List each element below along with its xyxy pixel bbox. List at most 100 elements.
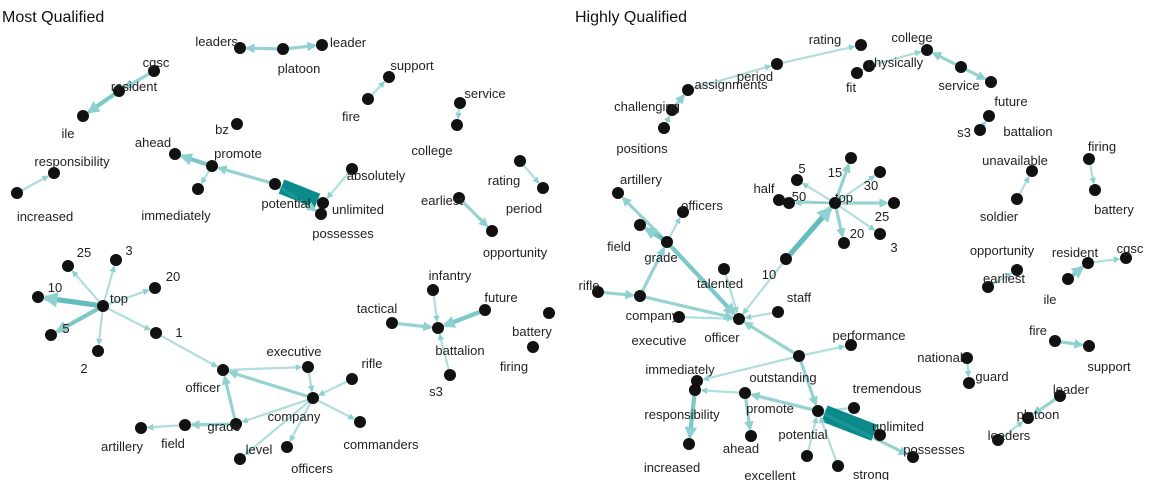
edge-assignments-period <box>693 64 772 90</box>
node-dot <box>739 387 751 399</box>
node-increased: increased <box>644 438 700 475</box>
edge-absolutely-unlimited <box>326 172 349 199</box>
node-period: period <box>506 182 549 216</box>
node-rifle: rifle <box>579 278 604 298</box>
node-label: officer <box>704 330 740 345</box>
node-future: future <box>479 290 518 316</box>
node-dot <box>673 311 685 323</box>
node-unlimited: unlimited <box>317 197 384 217</box>
node-label: 3 <box>125 243 132 258</box>
node-label: company <box>268 409 321 424</box>
node-label: increased <box>644 460 700 475</box>
node-dot <box>527 341 539 353</box>
node-label: tactical <box>357 301 398 316</box>
node-opportunity: opportunity <box>483 225 548 260</box>
node-dot <box>148 65 160 77</box>
node-promote: promote <box>206 146 262 172</box>
node-dot <box>793 350 805 362</box>
edge-increased-responsibility <box>21 175 50 192</box>
node-executive: executive <box>267 344 321 373</box>
node-dot <box>592 286 604 298</box>
node-dot <box>135 422 147 434</box>
node-label: 5 <box>798 161 805 176</box>
node-officer: officer <box>704 313 745 345</box>
node-top: top <box>829 190 853 209</box>
node-responsibility: responsibility <box>34 154 110 179</box>
edge-promote-immediately <box>200 170 210 185</box>
node-battalion: battalion <box>432 322 485 358</box>
node-ile: ile <box>61 110 89 141</box>
node-dot <box>444 369 456 381</box>
node-half: half <box>754 181 785 206</box>
node-label: 10 <box>48 280 62 295</box>
node-infantry: infantry <box>427 268 472 296</box>
node-ile: ile <box>1043 273 1074 307</box>
node-label: half <box>754 181 775 196</box>
node-label: physically <box>867 55 924 70</box>
node-dot <box>234 42 246 54</box>
node-label: immediately <box>141 208 211 223</box>
edge-outstanding-potential <box>799 361 818 407</box>
node-label: potential <box>778 427 827 442</box>
node-dot <box>451 119 463 131</box>
edge-company-officer <box>645 295 735 321</box>
node-label: fire <box>342 109 360 124</box>
edge-company-commanders <box>317 399 355 420</box>
node-dot <box>269 178 281 190</box>
node-s3: s3 <box>429 369 456 399</box>
node-dot <box>432 322 444 334</box>
node-label: company <box>626 308 679 323</box>
node-dot <box>661 236 673 248</box>
node-dot <box>745 430 757 442</box>
edge-soldier-unavailable <box>1018 176 1030 195</box>
node-dot <box>832 460 844 472</box>
node-label: possesses <box>312 226 374 241</box>
node-dot <box>383 71 395 83</box>
node-bz: bz <box>215 118 243 137</box>
node-rating: rating <box>809 32 867 51</box>
node-grade: grade <box>207 418 242 434</box>
edge-earliest-opportunity <box>992 272 1013 285</box>
edge-unlimited-potential <box>278 179 321 208</box>
edge-resident-cgsc <box>1093 256 1121 264</box>
node-label: battalion <box>1003 124 1052 139</box>
node-label: support <box>1087 359 1131 374</box>
node-dot <box>97 300 109 312</box>
node-leaders: leaders <box>195 34 246 54</box>
node-dot <box>302 361 314 373</box>
node-dot <box>691 375 703 387</box>
node-firing: firing <box>1083 139 1116 165</box>
node-label: unavailable <box>982 153 1048 168</box>
node-dot <box>192 183 204 195</box>
edge-s3-battalion <box>979 120 987 129</box>
node-dot <box>307 392 319 404</box>
node-absolutely: absolutely <box>346 163 406 183</box>
node-rifle: rifle <box>346 356 382 385</box>
node-future: future <box>985 76 1028 109</box>
node-dot <box>888 197 900 209</box>
node-dot <box>281 441 293 453</box>
node-label: top <box>835 190 853 205</box>
node-dot <box>346 373 358 385</box>
node-label: possesses <box>903 442 965 457</box>
node-label: leader <box>330 35 367 50</box>
edge-future-battalion <box>442 310 481 328</box>
node-label: immediately <box>645 362 715 377</box>
node-label: talented <box>697 276 743 291</box>
node-label: executive <box>632 333 687 348</box>
node-label: grade <box>644 250 677 265</box>
edge-platoon-leaders <box>245 43 278 54</box>
node-dot <box>32 291 44 303</box>
edge-service-college <box>455 108 462 120</box>
node-label: cgsc <box>143 55 170 70</box>
node-label: earliest <box>421 193 463 208</box>
node-dot <box>427 284 439 296</box>
edge-earliest-opportunity <box>462 201 489 228</box>
node-label: absolutely <box>347 168 406 183</box>
node-dot <box>974 124 986 136</box>
node-label: future <box>484 290 517 305</box>
edge-promote-ahead <box>179 153 207 167</box>
node-dot <box>848 402 860 414</box>
edge-firing-battery <box>1089 164 1096 185</box>
node-t2: 2 <box>80 345 104 376</box>
